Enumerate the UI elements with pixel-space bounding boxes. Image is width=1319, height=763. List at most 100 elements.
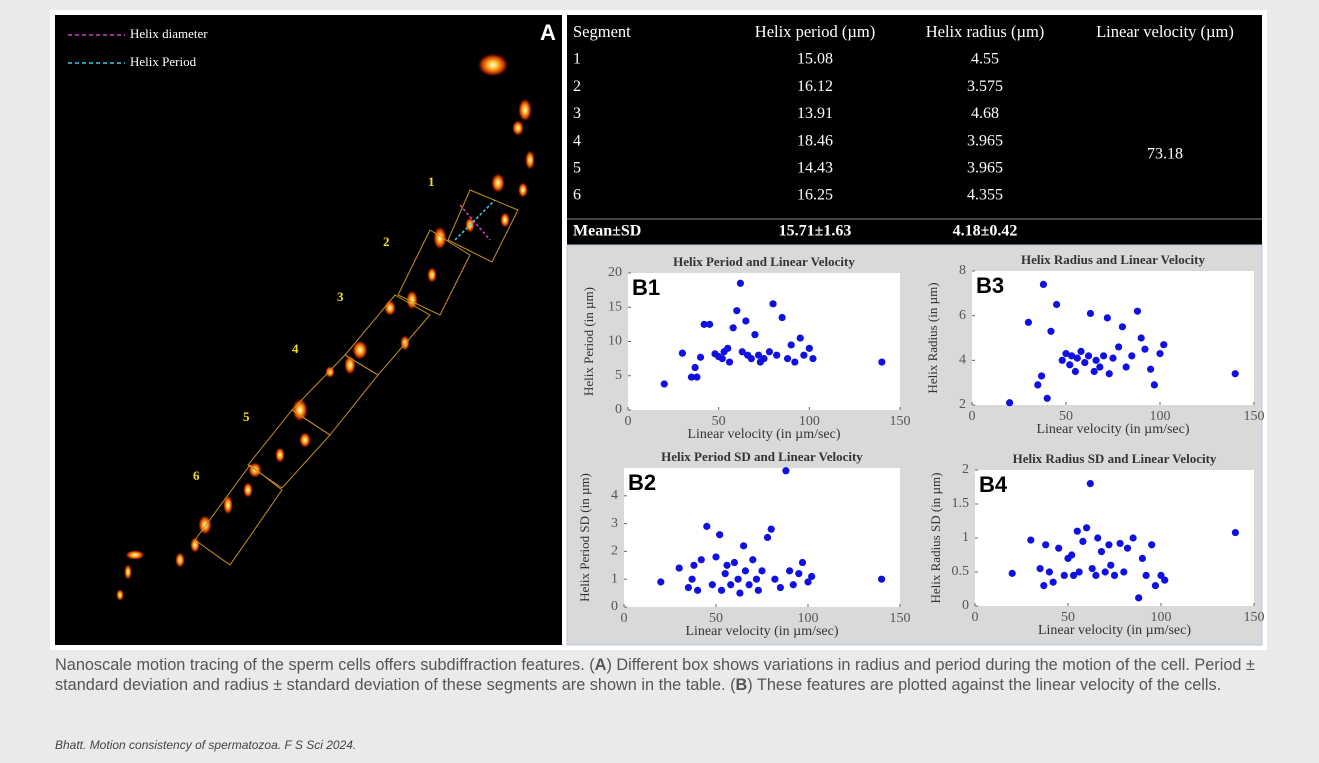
segment-label: 4 bbox=[292, 341, 299, 356]
caption-text: ) These features are plotted against the… bbox=[747, 676, 1222, 694]
segment-label: 3 bbox=[337, 289, 344, 304]
table-cell: 3.575 bbox=[967, 78, 1003, 95]
y-tick-label: 0 bbox=[611, 599, 618, 614]
data-point bbox=[1073, 527, 1081, 535]
data-point bbox=[684, 583, 693, 592]
cell-blob bbox=[275, 447, 285, 463]
data-point bbox=[1075, 568, 1083, 576]
segment-label: 1 bbox=[428, 174, 435, 189]
data-point bbox=[1097, 548, 1106, 556]
data-point bbox=[789, 581, 797, 589]
table-bg bbox=[567, 15, 1262, 245]
micrograph bbox=[55, 15, 562, 645]
data-point bbox=[1141, 345, 1149, 353]
y-tick-label: 2 bbox=[959, 397, 966, 412]
y-tick-label: 5 bbox=[615, 368, 622, 383]
table-cell: 3.965 bbox=[967, 132, 1003, 149]
data-point bbox=[1037, 372, 1046, 380]
table-footer: 15.71±1.63 bbox=[779, 223, 852, 240]
plot-area bbox=[975, 470, 1254, 606]
cell-blob bbox=[116, 589, 124, 601]
data-point bbox=[1147, 365, 1155, 373]
data-point bbox=[724, 344, 732, 352]
x-tick-label: 150 bbox=[1244, 409, 1265, 424]
data-point bbox=[809, 355, 817, 363]
data-point bbox=[1068, 352, 1076, 360]
data-point bbox=[716, 531, 724, 539]
panel-label: B3 bbox=[976, 273, 1004, 298]
data-point bbox=[778, 313, 786, 322]
table-cell: 3 bbox=[573, 105, 581, 122]
data-point bbox=[752, 575, 761, 583]
y-tick-label: 1 bbox=[962, 530, 969, 545]
x-tick-label: 0 bbox=[625, 414, 632, 429]
data-point bbox=[1045, 568, 1053, 576]
data-point bbox=[730, 558, 739, 567]
data-point bbox=[754, 586, 762, 594]
data-point bbox=[795, 570, 803, 578]
panel-label: B1 bbox=[632, 275, 660, 300]
x-tick-label: 0 bbox=[621, 611, 628, 626]
data-point bbox=[1128, 352, 1136, 360]
data-point bbox=[1006, 399, 1014, 407]
panel-letter: A bbox=[540, 20, 556, 45]
y-tick-label: 4 bbox=[959, 353, 966, 368]
segment-box bbox=[447, 189, 519, 263]
data-point bbox=[1083, 524, 1091, 532]
data-point bbox=[1107, 561, 1115, 569]
data-point bbox=[1138, 554, 1146, 563]
x-tick-label: 50 bbox=[712, 414, 726, 429]
x-tick-label: 150 bbox=[1244, 610, 1265, 625]
caption-ref: B bbox=[735, 676, 748, 694]
y-axis-label: Helix Period (in µm) bbox=[581, 287, 596, 396]
data-point bbox=[1103, 314, 1111, 322]
y-axis-label: Helix Radius SD (in µm) bbox=[928, 473, 943, 604]
table-header: Linear velocity (µm) bbox=[1096, 22, 1234, 41]
table-footer: Mean±SD bbox=[573, 223, 641, 240]
table-cell: 6 bbox=[573, 187, 581, 204]
data-point bbox=[787, 341, 795, 349]
cell-blob bbox=[433, 226, 447, 250]
y-tick-label: 20 bbox=[608, 265, 622, 280]
data-point bbox=[736, 589, 744, 597]
data-point bbox=[1120, 568, 1128, 576]
data-point bbox=[1142, 571, 1150, 580]
plot-title: Helix Radius SD and Linear Velocity bbox=[1013, 451, 1217, 466]
cell-blob bbox=[198, 515, 212, 535]
data-point bbox=[688, 575, 696, 583]
table-cell: 2 bbox=[573, 78, 581, 95]
data-point bbox=[693, 373, 701, 381]
y-tick-label: 6 bbox=[959, 308, 966, 323]
data-point bbox=[1068, 551, 1076, 559]
data-point bbox=[1100, 352, 1108, 360]
segment-box bbox=[194, 464, 283, 566]
cell-blob bbox=[500, 212, 510, 228]
data-point bbox=[1161, 576, 1169, 584]
x-tick-label: 100 bbox=[799, 414, 820, 429]
table-cell: 3.965 bbox=[967, 159, 1003, 176]
x-tick-label: 50 bbox=[1059, 409, 1073, 424]
data-point bbox=[1135, 594, 1143, 602]
data-point bbox=[1118, 323, 1126, 331]
data-point bbox=[703, 522, 711, 530]
x-tick-label: 50 bbox=[709, 611, 723, 626]
cell-blob bbox=[175, 552, 185, 568]
y-tick-label: 4 bbox=[611, 488, 618, 503]
y-tick-label: 8 bbox=[959, 263, 966, 278]
data-point bbox=[1151, 582, 1160, 590]
data-point bbox=[1058, 356, 1066, 364]
table-cell: 4.68 bbox=[971, 105, 999, 122]
legend-label: Helix Period bbox=[130, 54, 197, 69]
data-point bbox=[1086, 309, 1095, 318]
cell-blob bbox=[299, 432, 311, 448]
data-point bbox=[1079, 537, 1087, 546]
data-point bbox=[765, 348, 774, 356]
cell-blob bbox=[525, 150, 535, 170]
data-point bbox=[758, 567, 766, 575]
cell-blob bbox=[223, 495, 233, 515]
data-point bbox=[782, 467, 790, 475]
data-point bbox=[805, 344, 813, 352]
data-point bbox=[1101, 568, 1109, 576]
table-cell: 14.43 bbox=[797, 159, 833, 176]
